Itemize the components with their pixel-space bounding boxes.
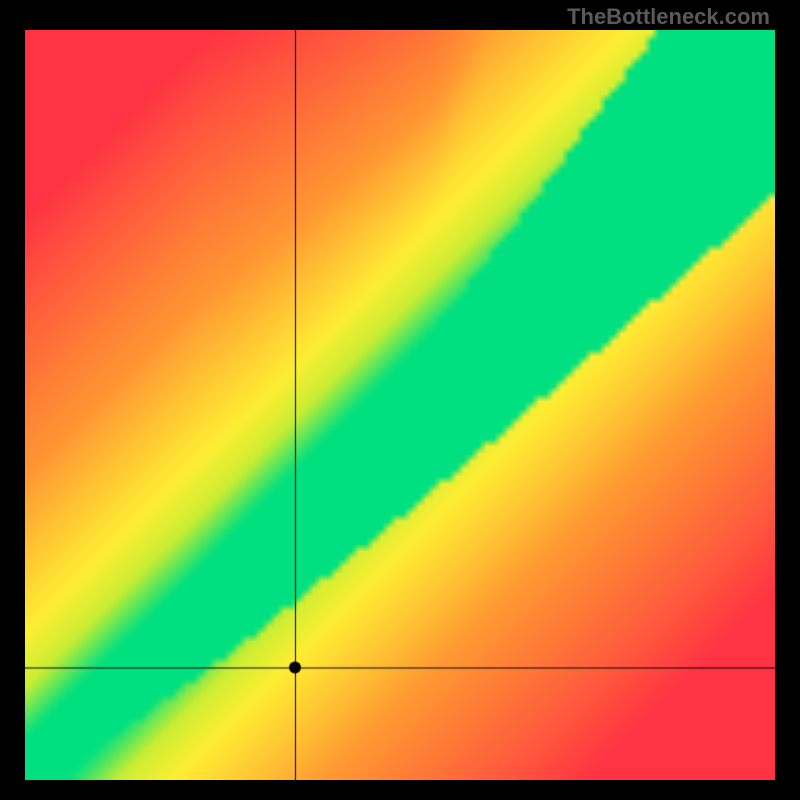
chart-frame: TheBottleneck.com xyxy=(0,0,800,800)
crosshair-overlay xyxy=(25,30,775,780)
watermark-text: TheBottleneck.com xyxy=(567,4,770,30)
plot-area xyxy=(25,30,775,780)
